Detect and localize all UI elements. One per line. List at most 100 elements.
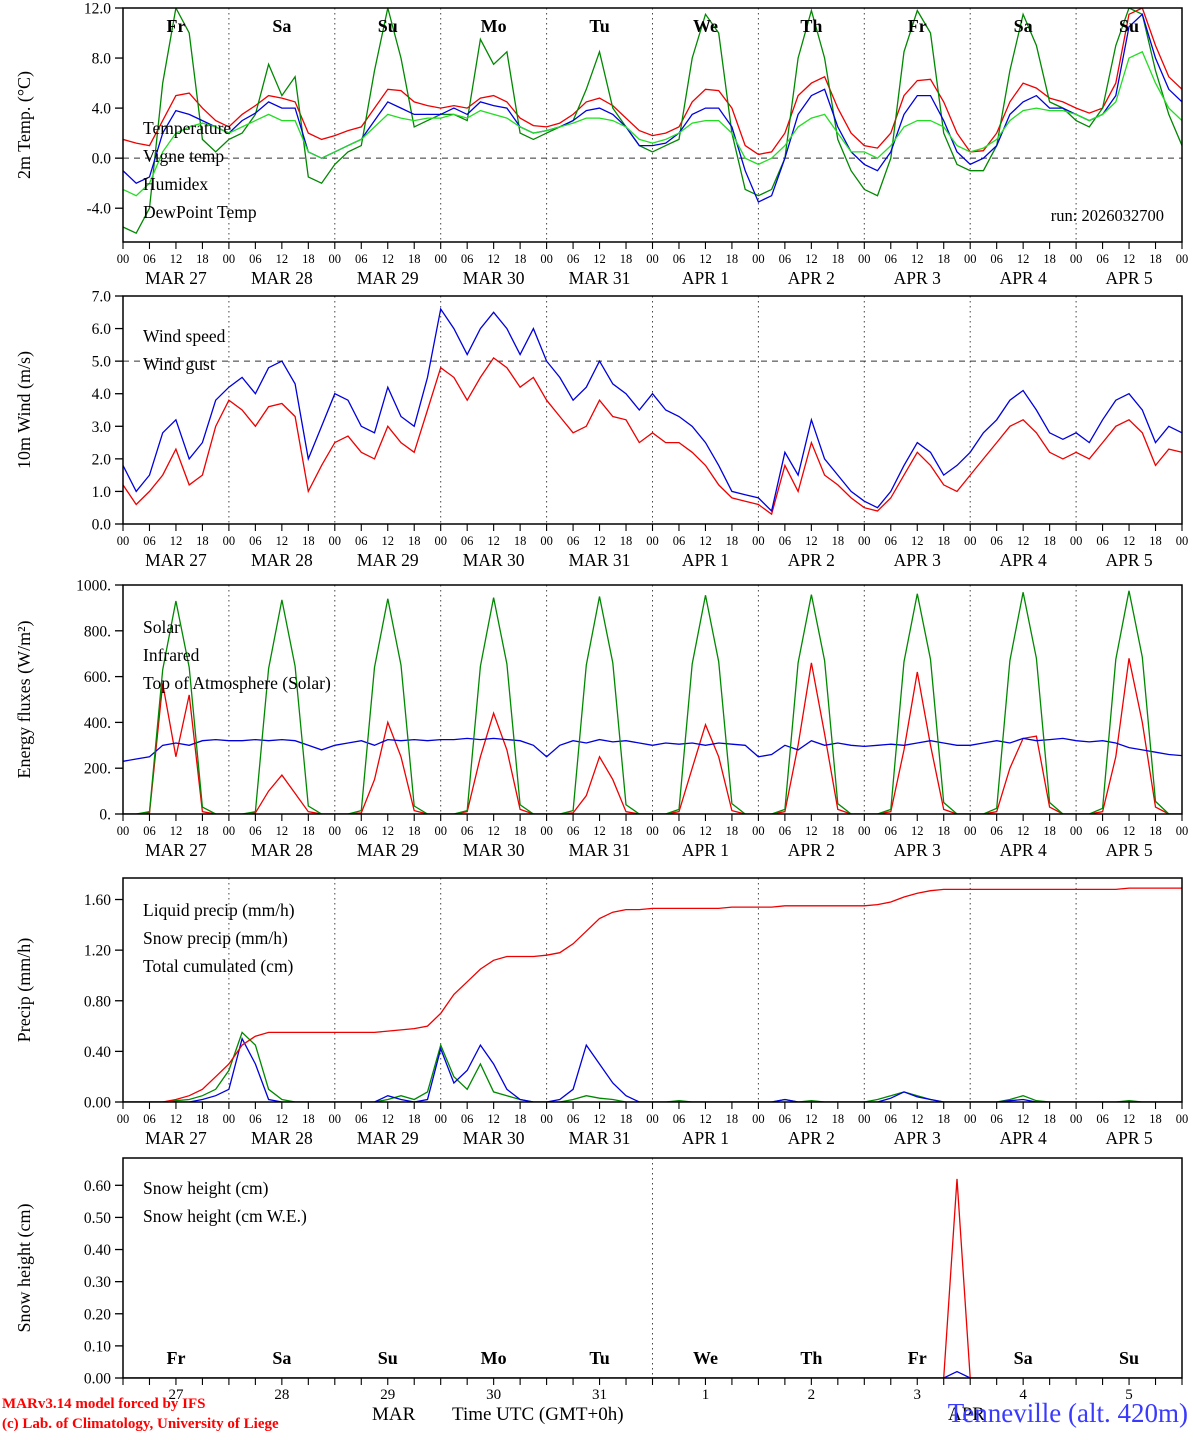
y-tick-label: 0.00 — [84, 1095, 111, 1112]
legend-entry: Top of Atmosphere (Solar) — [143, 673, 331, 693]
hour-tick-label: 18 — [726, 252, 739, 266]
date-number-label: 28 — [274, 1387, 289, 1403]
hour-tick-label: 12 — [487, 1112, 500, 1126]
date-label: MAR 29 — [357, 268, 419, 288]
date-label: MAR 29 — [357, 550, 419, 570]
date-number-label: 2 — [808, 1387, 816, 1403]
legend-entry: Humidex — [143, 174, 208, 194]
legend-entry: Solar — [143, 617, 180, 637]
hour-tick-label: 12 — [1017, 824, 1030, 838]
y-axis-title: 10m Wind (m/s) — [14, 351, 35, 469]
series-line-liquid-precip-mm-h- — [123, 1031, 1182, 1102]
month-label-apr: APR — [948, 1404, 985, 1425]
panel-energy-fluxes: 1000. 800. 600. 400. 200. 0. 00 06 12 18 00 06 12 18 0… — [14, 578, 1188, 861]
hour-tick-label: 06 — [990, 824, 1003, 838]
hour-tick-label: 18 — [1043, 1112, 1056, 1126]
hour-tick-label: 12 — [276, 824, 289, 838]
weekday-label: Su — [378, 1348, 398, 1368]
hour-tick-label: 06 — [143, 1112, 156, 1126]
hour-tick-label: 12 — [1123, 824, 1136, 838]
weekday-label: Fr — [166, 1348, 185, 1368]
hour-tick-label: 06 — [779, 252, 792, 266]
legend-entry: Infrared — [143, 645, 200, 665]
date-label: MAR 31 — [569, 268, 631, 288]
hour-tick-label: 12 — [487, 252, 500, 266]
panel-precip: 1.60 1.20 0.80 0.40 0.00 00 06 12 18 00 06 12 18 00 06… — [14, 877, 1188, 1148]
hour-tick-label: 06 — [249, 1112, 262, 1126]
hour-tick-label: 18 — [196, 252, 209, 266]
run-label: run: 2026032700 — [1051, 206, 1164, 225]
hour-tick-label: 00 — [117, 1112, 130, 1126]
hour-tick-label: 00 — [223, 534, 236, 548]
date-label: APR 1 — [682, 840, 729, 860]
hour-tick-label: 06 — [885, 824, 898, 838]
hour-tick-label: 00 — [117, 824, 130, 838]
hour-tick-label: 00 — [646, 1112, 659, 1126]
hour-tick-label: 06 — [461, 534, 474, 548]
weekday-label: Su — [1119, 1348, 1139, 1368]
hour-tick-label: 12 — [699, 824, 712, 838]
hour-tick-label: 18 — [937, 824, 950, 838]
hour-tick-label: 18 — [514, 824, 527, 838]
hour-tick-label: 00 — [646, 252, 659, 266]
hour-tick-label: 00 — [329, 252, 342, 266]
y-tick-label: 3.0 — [92, 419, 112, 436]
hour-tick-label: 00 — [752, 1112, 765, 1126]
y-tick-label: 0.20 — [84, 1306, 111, 1323]
hour-tick-label: 00 — [964, 1112, 977, 1126]
y-tick-label: 0.0 — [92, 151, 112, 168]
legend-entry: Liquid precip (mm/h) — [143, 900, 295, 920]
date-label: APR 3 — [894, 840, 941, 860]
weekday-label: We — [693, 1348, 718, 1368]
hour-tick-label: 06 — [779, 824, 792, 838]
hour-tick-label: 00 — [1176, 252, 1189, 266]
panel-temp-2m: 12.0 8.0 4.0 0.0 -4.0 00 06 12 18 00 06 12 18 00 06 12 1… — [14, 1, 1188, 289]
date-label: MAR 28 — [251, 1128, 313, 1148]
hour-tick-label: 18 — [1043, 252, 1056, 266]
y-tick-label: 0.30 — [84, 1274, 111, 1291]
time-axis-label: Time UTC (GMT+0h) — [452, 1404, 624, 1425]
legend-entry: Wind speed — [143, 326, 226, 346]
y-tick-label: 1.60 — [84, 892, 111, 909]
date-label: MAR 27 — [145, 840, 207, 860]
hour-tick-label: 18 — [937, 252, 950, 266]
legend-entry: Snow precip (mm/h) — [143, 928, 288, 948]
legend-entry: DewPoint Temp — [143, 202, 257, 222]
panel-snow-height: 0.60 0.50 0.40 0.30 0.20 0.10 0.00 27 28 29 30 31 1 2… — [14, 1157, 1183, 1403]
hour-tick-label: 06 — [249, 824, 262, 838]
weekday-label: Mo — [481, 1348, 507, 1368]
hour-tick-label: 18 — [832, 824, 845, 838]
y-tick-label: 0.50 — [84, 1210, 111, 1227]
hour-tick-label: 12 — [805, 824, 818, 838]
hour-tick-label: 18 — [1149, 824, 1162, 838]
y-tick-label: 8.0 — [92, 51, 112, 68]
series-line-infrared — [123, 737, 1182, 762]
hour-tick-label: 12 — [382, 252, 395, 266]
hour-tick-label: 06 — [355, 252, 368, 266]
y-tick-label: -4.0 — [86, 201, 111, 218]
series-line-dewpoint-temp — [123, 50, 1182, 197]
hour-tick-label: 06 — [461, 1112, 474, 1126]
hour-tick-label: 00 — [1176, 824, 1189, 838]
weekday-label: Sa — [1014, 16, 1033, 36]
date-label: MAR 28 — [251, 550, 313, 570]
weekday-label: Mo — [481, 16, 507, 36]
hour-tick-label: 00 — [223, 824, 236, 838]
month-label-mar: MAR — [372, 1404, 416, 1425]
hour-tick-label: 18 — [408, 534, 421, 548]
hour-tick-label: 06 — [249, 252, 262, 266]
hour-tick-label: 06 — [567, 824, 580, 838]
legend-entry: Snow height (cm W.E.) — [143, 1206, 307, 1226]
y-tick-label: 12.0 — [84, 1, 111, 18]
hour-tick-label: 12 — [1017, 252, 1030, 266]
hour-tick-label: 12 — [170, 252, 183, 266]
y-tick-label: 1.20 — [84, 943, 111, 960]
legend-entry: Temperature — [143, 118, 231, 138]
weekday-label: Tu — [589, 1348, 609, 1368]
hour-tick-label: 00 — [223, 1112, 236, 1126]
hour-tick-label: 12 — [1123, 534, 1136, 548]
hour-tick-label: 18 — [408, 252, 421, 266]
weekday-label: Th — [800, 16, 822, 36]
hour-tick-label: 18 — [1149, 1112, 1162, 1126]
